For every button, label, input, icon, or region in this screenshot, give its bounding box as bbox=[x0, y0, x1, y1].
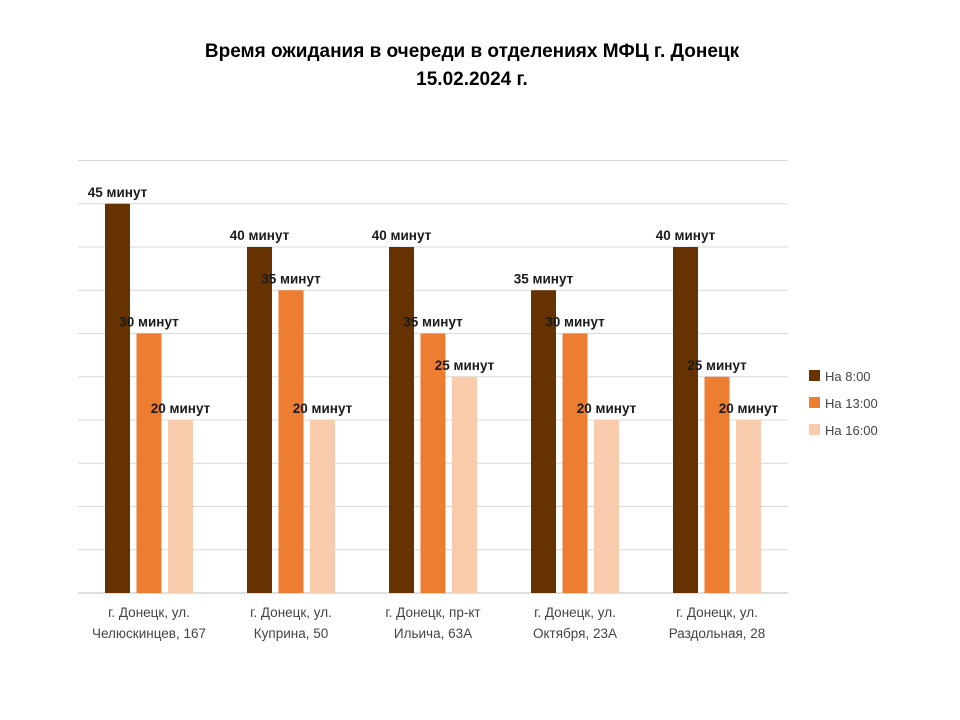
category-label: г. Донецк, ул. bbox=[676, 605, 758, 620]
data-label: 20 минут bbox=[719, 401, 779, 416]
data-label: 40 минут bbox=[230, 228, 290, 243]
bar bbox=[105, 203, 130, 593]
category-label: Куприна, 50 bbox=[254, 626, 328, 641]
legend-label: На 8:00 bbox=[825, 369, 871, 384]
legend-label: На 16:00 bbox=[825, 423, 878, 438]
category-label: г. Донецк, ул. bbox=[534, 605, 616, 620]
category-label: Октября, 23А bbox=[533, 626, 617, 641]
data-label: 30 минут bbox=[119, 315, 179, 330]
data-label: 20 минут bbox=[293, 401, 353, 416]
chart-subtitle: 15.02.2024 г. bbox=[416, 69, 528, 90]
data-label: 40 минут bbox=[656, 228, 716, 243]
data-labels: 45 минут 30 минут 20 минут 40 минут 35 минут… bbox=[88, 185, 779, 416]
category-label: Челюскинцев, 167 bbox=[92, 626, 206, 641]
data-label: 30 минут bbox=[545, 315, 605, 330]
bar bbox=[136, 333, 162, 593]
bar bbox=[168, 420, 193, 593]
data-label: 20 минут bbox=[151, 401, 211, 416]
bar bbox=[247, 247, 272, 593]
legend-label: На 13:00 bbox=[825, 396, 878, 411]
category-label: г. Донецк, ул. bbox=[108, 605, 190, 620]
data-label: 35 минут bbox=[403, 315, 463, 330]
bar bbox=[594, 420, 619, 593]
bar bbox=[278, 290, 304, 593]
bar bbox=[562, 333, 588, 593]
category-label: г. Донецк, пр-кт bbox=[385, 605, 480, 620]
bar bbox=[673, 247, 698, 593]
bar bbox=[452, 376, 477, 593]
data-label: 20 минут bbox=[577, 401, 637, 416]
legend: На 8:00 На 13:00 На 16:00 bbox=[809, 369, 878, 438]
category-labels: г. Донецк, ул. Челюскинцев, 167 г. Донецк,… bbox=[92, 605, 765, 641]
data-label: 25 минут bbox=[687, 358, 747, 373]
legend-swatch bbox=[809, 370, 820, 381]
data-label: 25 минут bbox=[435, 358, 495, 373]
category-label: Ильича, 63А bbox=[394, 626, 472, 641]
data-label: 40 минут bbox=[372, 228, 432, 243]
data-label: 35 минут bbox=[514, 271, 574, 286]
bar bbox=[704, 376, 730, 593]
bar bbox=[736, 420, 761, 593]
legend-swatch bbox=[809, 424, 820, 435]
bars bbox=[105, 203, 761, 593]
data-label: 45 минут bbox=[88, 185, 148, 200]
bar bbox=[420, 333, 446, 593]
category-label: г. Донецк, ул. bbox=[250, 605, 332, 620]
gridlines bbox=[78, 160, 788, 594]
legend-swatch bbox=[809, 397, 820, 408]
data-label: 35 минут bbox=[261, 271, 321, 286]
category-label: Раздольная, 28 bbox=[669, 626, 766, 641]
bar bbox=[531, 290, 556, 593]
bar bbox=[389, 247, 414, 593]
bar bbox=[310, 420, 335, 593]
chart-title-line: Время ожидания в очереди в отделениях МФ… bbox=[204, 41, 740, 62]
chart-title: Время ожидания в очереди в отделениях МФ… bbox=[0, 38, 944, 94]
